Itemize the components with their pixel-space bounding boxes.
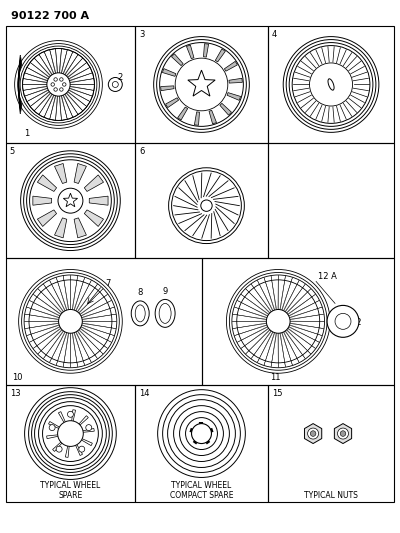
Polygon shape xyxy=(209,110,216,124)
Bar xyxy=(268,385,394,503)
Polygon shape xyxy=(58,411,66,425)
Circle shape xyxy=(310,431,316,437)
Polygon shape xyxy=(178,107,188,120)
Polygon shape xyxy=(186,45,194,59)
Ellipse shape xyxy=(328,79,334,90)
Polygon shape xyxy=(188,70,215,96)
Ellipse shape xyxy=(155,300,175,327)
Ellipse shape xyxy=(131,301,149,326)
Polygon shape xyxy=(84,210,104,227)
Polygon shape xyxy=(161,86,174,91)
Circle shape xyxy=(68,411,74,417)
Polygon shape xyxy=(172,54,183,66)
Text: 10: 10 xyxy=(12,373,22,382)
Text: 6: 6 xyxy=(139,147,144,156)
Polygon shape xyxy=(47,434,61,439)
Circle shape xyxy=(58,310,82,333)
Polygon shape xyxy=(54,164,67,183)
Polygon shape xyxy=(48,422,62,430)
Circle shape xyxy=(56,446,62,452)
Polygon shape xyxy=(89,196,108,205)
Polygon shape xyxy=(54,218,67,238)
Text: TYPICAL WHEEL
COMPACT SPARE: TYPICAL WHEEL COMPACT SPARE xyxy=(170,481,233,500)
Bar xyxy=(6,26,135,143)
Polygon shape xyxy=(334,424,352,443)
Circle shape xyxy=(60,88,63,91)
Text: 7: 7 xyxy=(105,279,111,288)
Circle shape xyxy=(58,188,83,213)
Circle shape xyxy=(310,63,352,106)
Bar xyxy=(6,385,135,503)
Circle shape xyxy=(340,431,346,437)
Circle shape xyxy=(79,446,85,452)
Bar xyxy=(6,258,202,385)
Circle shape xyxy=(51,83,54,86)
Polygon shape xyxy=(72,410,76,424)
Circle shape xyxy=(192,424,212,443)
Polygon shape xyxy=(74,164,86,183)
Polygon shape xyxy=(166,98,179,108)
Polygon shape xyxy=(80,429,94,433)
Text: 11: 11 xyxy=(270,373,281,382)
Text: 2: 2 xyxy=(117,72,122,82)
Text: 9: 9 xyxy=(162,287,168,296)
Circle shape xyxy=(86,425,92,431)
Text: 1: 1 xyxy=(24,130,29,139)
Polygon shape xyxy=(79,438,92,446)
Circle shape xyxy=(62,83,66,86)
Polygon shape xyxy=(33,196,52,205)
Text: 4: 4 xyxy=(272,30,277,38)
Polygon shape xyxy=(215,49,225,62)
Circle shape xyxy=(338,428,348,439)
Circle shape xyxy=(54,88,57,91)
Bar xyxy=(135,143,268,258)
Polygon shape xyxy=(37,175,56,191)
Polygon shape xyxy=(220,103,232,115)
Circle shape xyxy=(54,78,57,81)
Polygon shape xyxy=(224,61,237,71)
Text: 3: 3 xyxy=(139,30,144,38)
Text: 12 A: 12 A xyxy=(318,272,337,281)
Polygon shape xyxy=(162,69,176,76)
Circle shape xyxy=(327,305,359,337)
Polygon shape xyxy=(194,112,200,125)
Polygon shape xyxy=(227,93,240,100)
Text: 12: 12 xyxy=(351,318,362,327)
Circle shape xyxy=(108,77,122,92)
Circle shape xyxy=(58,421,83,447)
Polygon shape xyxy=(74,218,86,238)
Polygon shape xyxy=(204,44,208,57)
Text: 14: 14 xyxy=(139,389,150,398)
Polygon shape xyxy=(53,440,64,451)
Text: TYPICAL NUTS: TYPICAL NUTS xyxy=(304,491,358,500)
Circle shape xyxy=(201,200,212,212)
Text: 90122 700 A: 90122 700 A xyxy=(11,11,89,21)
Polygon shape xyxy=(77,416,88,427)
Text: 13: 13 xyxy=(10,389,20,398)
Bar xyxy=(135,385,268,503)
Circle shape xyxy=(49,425,55,431)
Bar xyxy=(135,26,268,143)
Polygon shape xyxy=(37,210,56,227)
Text: 8: 8 xyxy=(138,288,143,297)
Polygon shape xyxy=(65,443,70,457)
Polygon shape xyxy=(304,424,322,443)
Circle shape xyxy=(308,428,318,439)
Polygon shape xyxy=(74,442,82,456)
Text: 5: 5 xyxy=(10,147,15,156)
Circle shape xyxy=(266,310,290,333)
Polygon shape xyxy=(63,193,78,207)
Circle shape xyxy=(60,78,63,81)
Circle shape xyxy=(175,58,228,111)
Text: 15: 15 xyxy=(272,389,282,398)
Bar xyxy=(268,143,394,258)
Polygon shape xyxy=(229,78,242,83)
Bar xyxy=(268,26,394,143)
Bar xyxy=(6,143,135,258)
Bar xyxy=(202,258,394,385)
Circle shape xyxy=(47,73,70,96)
Polygon shape xyxy=(84,175,104,191)
Text: TYPICAL WHEEL
SPARE: TYPICAL WHEEL SPARE xyxy=(40,481,100,500)
